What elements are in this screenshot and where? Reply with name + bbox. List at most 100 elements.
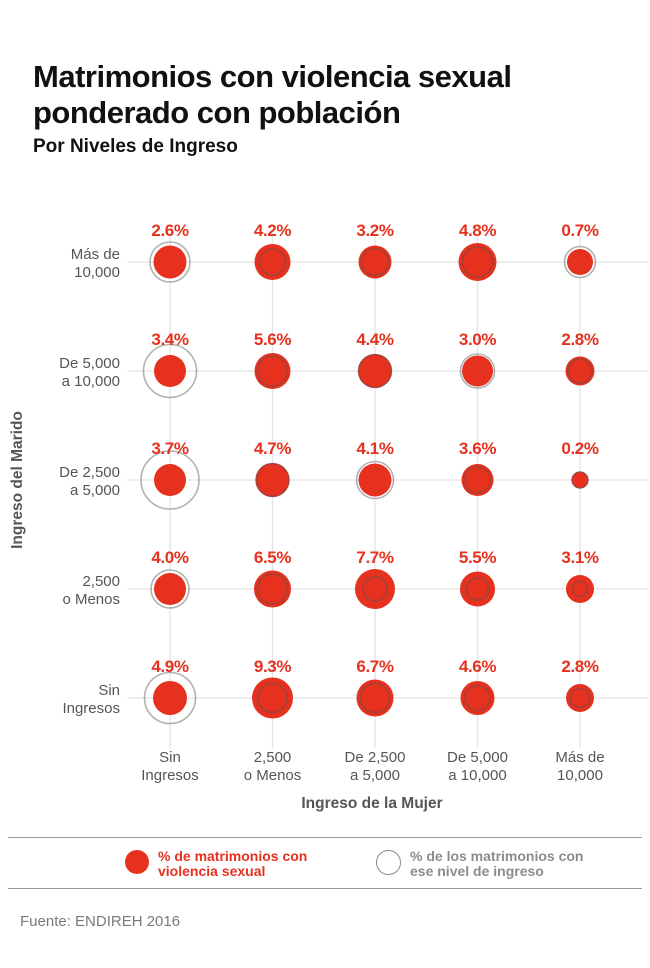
violence-bubble-r2c5 <box>565 356 595 386</box>
value-label-r4c1: 4.0% <box>151 548 188 567</box>
violence-bubble-r5c3 <box>356 679 394 717</box>
value-label-r2c3: 4.4% <box>356 330 393 349</box>
violence-bubble-r5c2 <box>252 677 293 719</box>
legend: % de matrimonios con violencia sexual % … <box>8 837 642 889</box>
population-ring-r4c5 <box>571 580 589 598</box>
y-tick-label-r4-line2: o Menos <box>62 591 120 608</box>
value-label-r1c1: 2.6% <box>151 221 188 240</box>
x-tick-label-c5-line2: 10,000 <box>557 767 603 784</box>
violence-bubble-r1c2 <box>254 244 291 280</box>
value-label-r1c4: 4.8% <box>459 221 496 240</box>
legend-label-population: % de los matrimonios con ese nivel de in… <box>410 848 584 879</box>
population-ring-r1c3 <box>360 247 390 277</box>
population-ring-r1c4 <box>461 246 494 278</box>
source-note: Fuente: ENDIREH 2016 <box>20 913 181 930</box>
bubble-chart: 2.6% 4.2% 3.2% 4.8% 0.7% 3.4% 5.6% 4.4% 3.0% 2.8%… <box>9 221 648 812</box>
violence-bubble-r1c4 <box>458 243 497 281</box>
population-ring-r2c4 <box>459 353 496 389</box>
population-ring-r4c1 <box>150 569 190 609</box>
y-tick-label-r2-line2: a 10,000 <box>62 373 120 390</box>
value-label-r1c5: 0.7% <box>561 221 598 240</box>
population-ring-r3c5 <box>571 471 589 489</box>
value-label-r3c5: 0.2% <box>561 439 598 458</box>
y-tick-label-r1-line2: 10,000 <box>74 264 120 281</box>
page-title: Matrimonios con violencia sexual pondera… <box>33 58 512 130</box>
population-ring-r2c2 <box>256 355 289 387</box>
value-label-r4c4: 5.5% <box>459 548 496 567</box>
value-label-r4c2: 6.5% <box>254 548 291 567</box>
population-ring-r1c1 <box>149 241 191 283</box>
value-label-r5c2: 9.3% <box>254 657 291 676</box>
x-tick-label-c2-line2: o Menos <box>244 767 302 784</box>
violence-bubble-r4c1 <box>154 573 186 605</box>
population-ring-r5c4 <box>464 684 491 712</box>
value-label-r5c1: 4.9% <box>151 657 188 676</box>
value-label-r3c1: 3.7% <box>151 439 188 458</box>
y-tick-label-r2-line1: De 5,000 <box>59 355 120 372</box>
population-ring-r1c2 <box>258 248 287 276</box>
y-tick-label-r5-line1: Sin <box>98 682 120 699</box>
value-label-r2c2: 5.6% <box>254 330 291 349</box>
x-tick-label-c1-line2: Ingresos <box>141 767 199 784</box>
value-label-r3c4: 3.6% <box>459 439 496 458</box>
y-tick-label-r4-line1: 2,500 <box>82 573 120 590</box>
population-ring-r3c4 <box>463 466 492 494</box>
population-ring-r5c2 <box>257 682 288 714</box>
violence-bubble-r3c5 <box>571 471 589 489</box>
population-ring-r4c3 <box>362 576 388 602</box>
violence-bubble-r2c4 <box>462 355 493 387</box>
page-subtitle: Por Niveles de Ingreso <box>33 135 238 157</box>
violence-bubble-r1c5 <box>567 249 593 275</box>
population-ring-r3c1 <box>140 450 200 510</box>
violence-bubble-r2c3 <box>358 354 392 388</box>
population-ring-r4c4 <box>465 577 490 601</box>
value-label-r1c2: 4.2% <box>254 221 291 240</box>
value-label-r5c4: 4.6% <box>459 657 496 676</box>
x-tick-label-c3-line2: a 5,000 <box>350 767 400 784</box>
legend-item-population: % de los matrimonios con ese nivel de in… <box>376 849 600 879</box>
x-tick-label-c3-line1: De 2,500 <box>345 749 406 766</box>
violence-bubble-r1c1 <box>153 245 187 279</box>
violence-bubble-r5c5 <box>566 684 594 712</box>
violence-bubble-r3c2 <box>255 463 290 497</box>
population-ring-r2c3 <box>357 353 393 389</box>
y-tick-label-r5-line2: Ingresos <box>62 700 120 717</box>
legend-label-violence: % de matrimonios con violencia sexual <box>158 848 308 879</box>
value-label-r2c1: 3.4% <box>151 330 188 349</box>
value-label-r2c5: 2.8% <box>561 330 598 349</box>
population-ring-r5c1 <box>143 671 197 725</box>
x-tick-label-c4-line2: a 10,000 <box>448 767 506 784</box>
y-tick-label-r3-line1: De 2,500 <box>59 464 120 481</box>
value-label-r1c3: 3.2% <box>356 221 393 240</box>
y-tick-label-r1-line1: Más de <box>71 246 120 263</box>
violence-bubble-r4c3 <box>355 569 395 609</box>
population-ring-r5c5 <box>569 687 591 709</box>
legend-item-violence: % de matrimonios con violencia sexual <box>125 849 308 879</box>
population-ring-r1c5 <box>563 245 597 279</box>
x-tick-label-c4-line1: De 5,000 <box>447 749 508 766</box>
population-ring-r3c3 <box>355 460 395 500</box>
x-tick-label-c5-line1: Más de <box>555 749 604 766</box>
violence-bubble-r3c1 <box>154 464 186 496</box>
gray-ring-legend-icon <box>376 850 401 875</box>
violence-bubble-r1c3 <box>358 245 392 279</box>
value-label-r2c4: 3.0% <box>459 330 496 349</box>
red-bubble-legend-icon <box>125 850 149 874</box>
y-tick-label-r3-line2: a 5,000 <box>70 482 120 499</box>
violence-bubble-r5c1 <box>153 681 187 715</box>
x-tick-label-c1-line1: Sin <box>159 749 181 766</box>
x-tick-label-c2-line1: 2,500 <box>254 749 292 766</box>
population-ring-r5c3 <box>359 682 391 714</box>
value-label-r4c3: 7.7% <box>356 548 393 567</box>
violence-bubble-r2c2 <box>254 353 291 389</box>
violence-bubble-r4c2 <box>254 570 291 608</box>
population-ring-r3c2 <box>255 462 290 498</box>
value-label-r3c3: 4.1% <box>356 439 393 458</box>
violence-bubble-r3c3 <box>358 463 392 497</box>
x-axis-title: Ingreso de la Mujer <box>301 795 442 812</box>
value-label-r5c3: 6.7% <box>356 657 393 676</box>
population-ring-r2c5 <box>567 358 593 384</box>
violence-bubble-r4c4 <box>460 571 495 607</box>
violence-bubble-r4c5 <box>566 575 594 603</box>
